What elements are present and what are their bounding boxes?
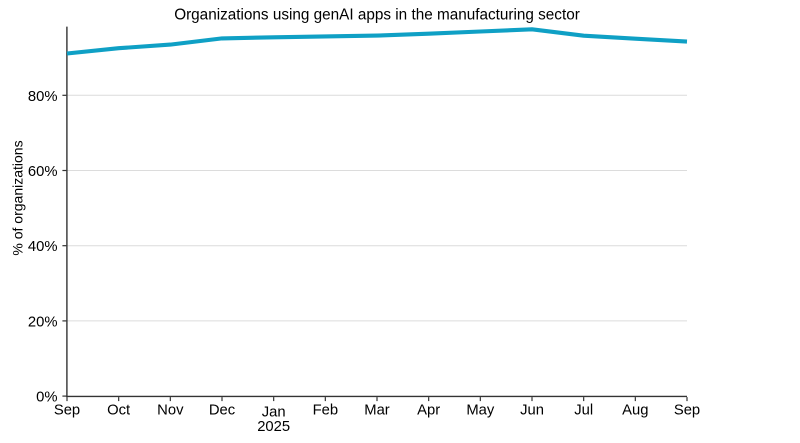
svg-text:Jul: Jul [574, 402, 593, 418]
svg-text:Apr: Apr [417, 402, 440, 418]
svg-text:Mar: Mar [364, 402, 390, 418]
svg-text:Sep: Sep [674, 402, 700, 418]
svg-text:Sep: Sep [54, 402, 80, 418]
svg-text:80%: 80% [28, 89, 58, 105]
svg-text:Feb: Feb [313, 402, 339, 418]
svg-text:May: May [466, 402, 495, 418]
svg-text:40%: 40% [28, 239, 58, 255]
svg-text:% of organizations: % of organizations [10, 140, 26, 255]
svg-text:Jan: Jan [262, 405, 286, 421]
svg-text:0%: 0% [36, 390, 57, 406]
svg-text:Organizations using genAI apps: Organizations using genAI apps in the ma… [174, 6, 580, 23]
svg-text:Oct: Oct [107, 402, 130, 418]
svg-text:Dec: Dec [209, 402, 236, 418]
svg-text:Jun: Jun [520, 402, 544, 418]
svg-text:20%: 20% [28, 314, 58, 330]
svg-text:Nov: Nov [157, 402, 184, 418]
svg-text:Aug: Aug [622, 402, 648, 418]
svg-text:2025: 2025 [257, 419, 290, 435]
svg-text:60%: 60% [28, 164, 58, 180]
